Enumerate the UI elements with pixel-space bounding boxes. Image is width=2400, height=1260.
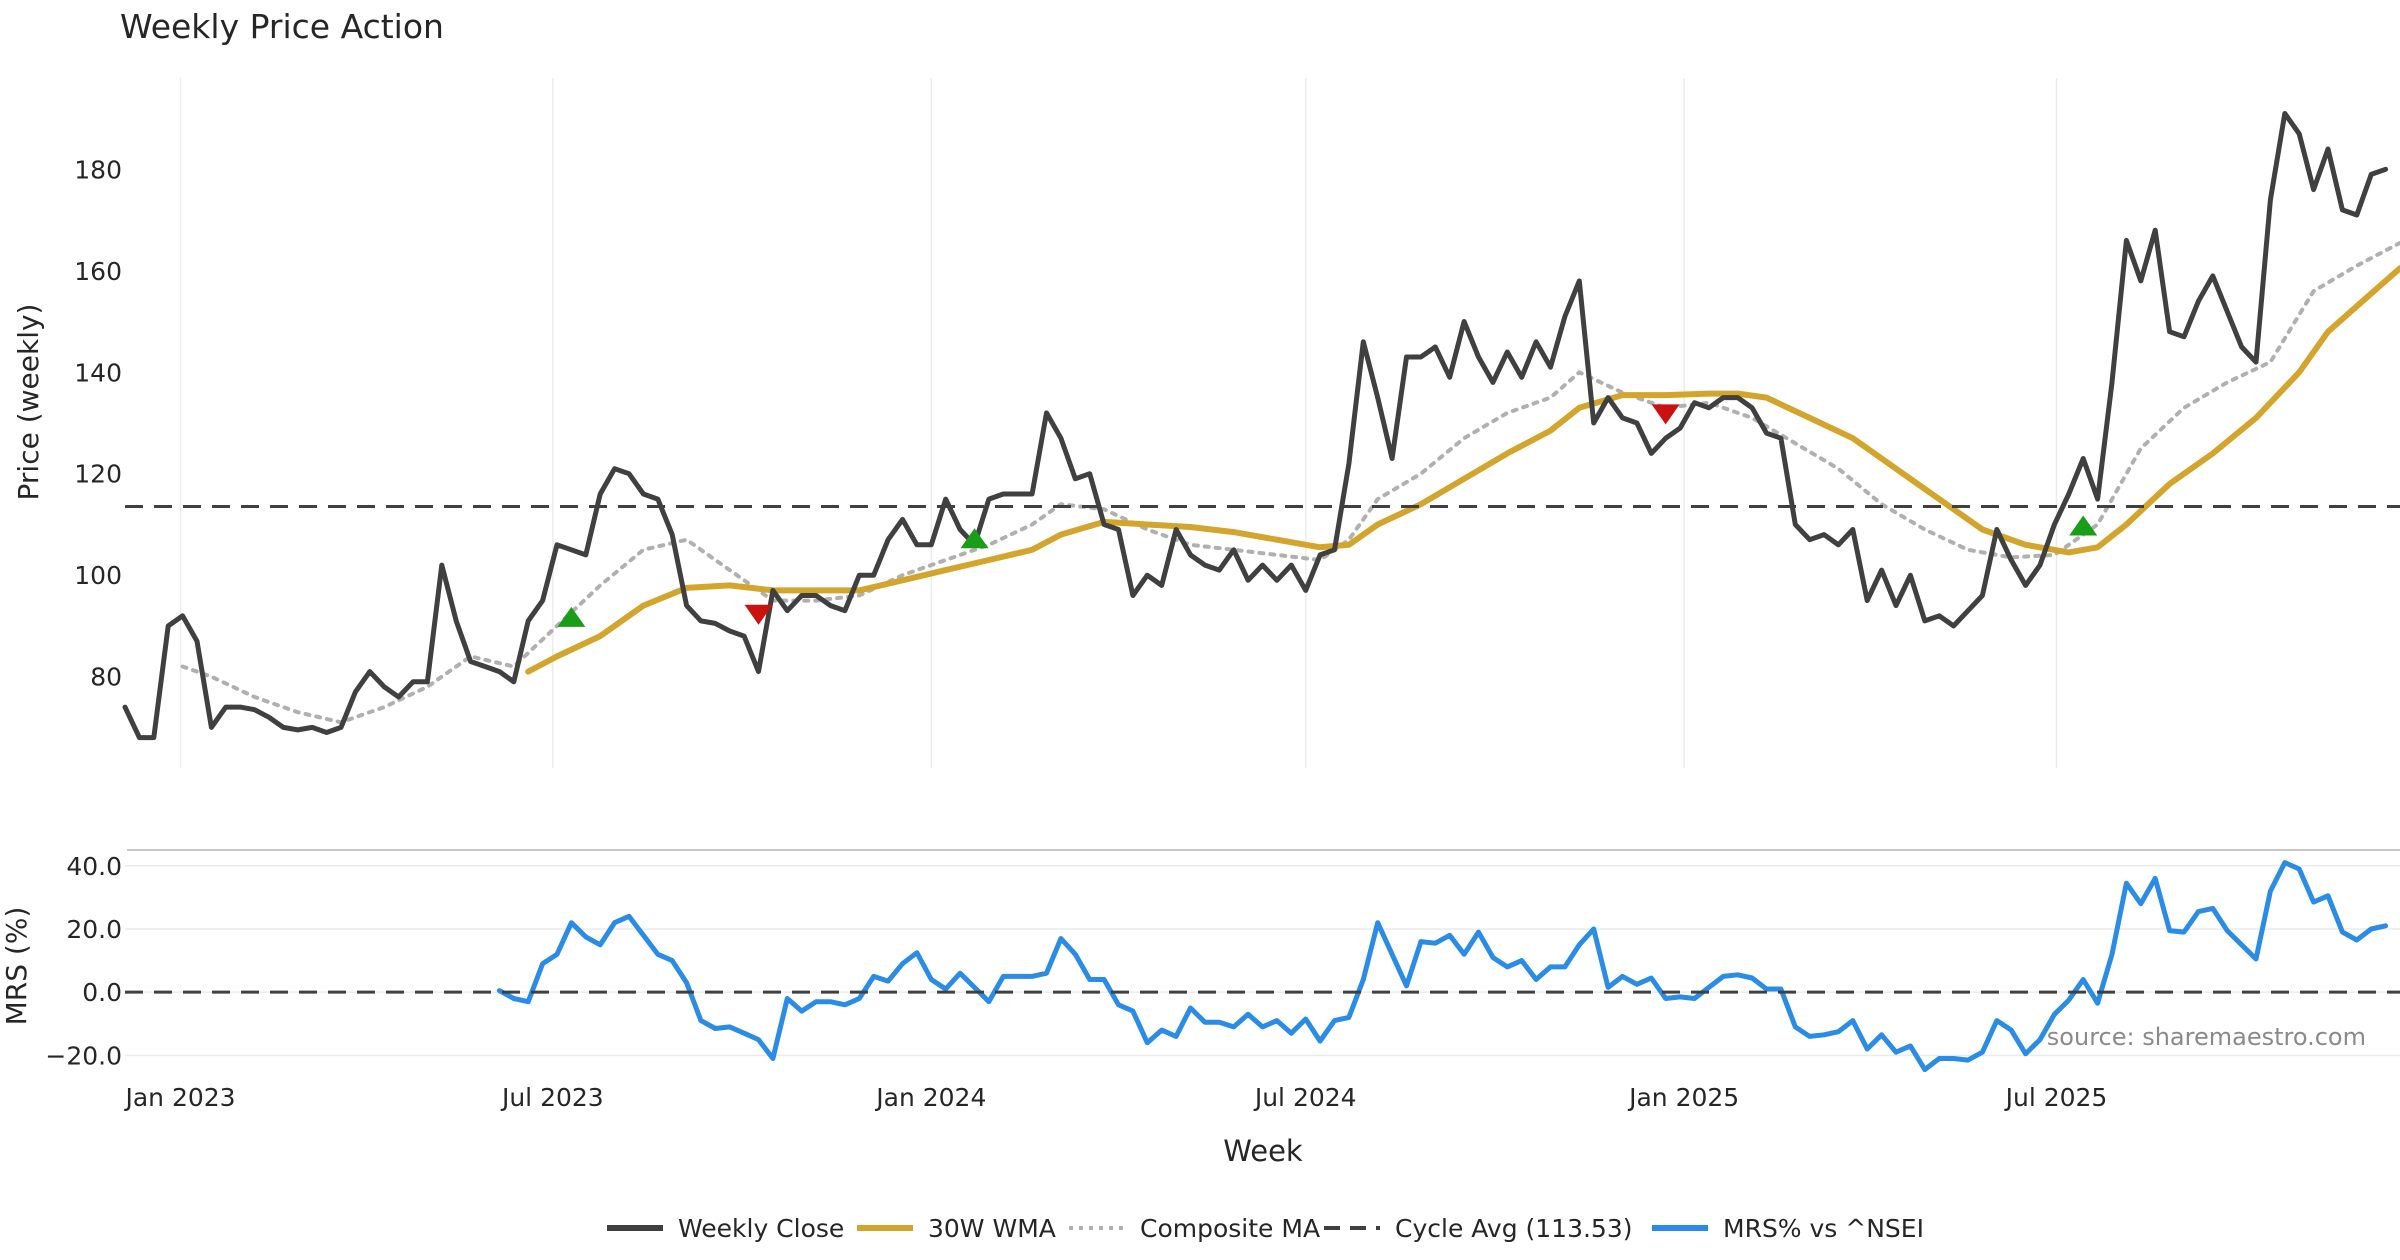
mrs-y-tick-3: −20.0 <box>45 1041 122 1070</box>
price-y-tick-160: 160 <box>74 257 122 286</box>
price-y-tick-180: 180 <box>74 155 122 184</box>
signal-up-0 <box>557 606 586 627</box>
legend-label-3: Cycle Avg (113.53) <box>1395 1214 1633 1243</box>
signal-markers <box>557 404 2098 627</box>
price-y-tick-100: 100 <box>74 561 122 590</box>
x-axis: Jan 2023 Jul 2023 Jan 2024 Jul 2024 Jan 2025… <box>123 1083 2107 1112</box>
signal-up-4 <box>2069 515 2098 536</box>
legend: Weekly Close 30W WMA Composite MA Cycle Avg… <box>607 1214 1924 1243</box>
price-y-axis-label: Price (weekly) <box>12 304 45 501</box>
legend-label-1: 30W WMA <box>928 1214 1056 1243</box>
source-annotation: source: sharemaestro.com <box>2047 1023 2366 1051</box>
x-tick-0: Jan 2023 <box>123 1083 235 1112</box>
x-tick-2: Jan 2024 <box>874 1083 986 1112</box>
x-axis-label: Week <box>1223 1134 1303 1168</box>
legend-label-2: Composite MA <box>1140 1214 1320 1243</box>
price-y-tick-80: 80 <box>90 663 122 692</box>
series-mrs-vs-nsei <box>496 860 2389 1073</box>
mrs-y-tick-2: 0.0 <box>82 978 122 1007</box>
price-y-axis: 80 100 120 140 160 180 <box>74 155 122 691</box>
x-tick-5: Jul 2025 <box>2004 1083 2108 1112</box>
signal-up-2 <box>960 528 989 549</box>
price-y-tick-120: 120 <box>74 460 122 489</box>
price-series <box>122 111 2400 741</box>
signal-down-1 <box>744 604 773 625</box>
legend-label-0: Weekly Close <box>678 1214 844 1243</box>
mrs-y-tick-1: 20.0 <box>66 915 122 944</box>
series-30w-wma <box>525 265 2400 675</box>
series-composite-ma <box>180 240 2400 725</box>
mrs-y-axis-label: MRS (%) <box>0 907 33 1026</box>
mrs-series <box>125 860 2400 1073</box>
x-tick-1: Jul 2023 <box>500 1083 604 1112</box>
legend-label-4: MRS% vs ^NSEI <box>1723 1214 1924 1243</box>
chart-title: Weekly Price Action <box>120 7 444 46</box>
x-tick-4: Jan 2025 <box>1627 1083 1739 1112</box>
price-y-tick-140: 140 <box>74 358 122 387</box>
signal-down-3 <box>1651 404 1680 425</box>
series-weekly-close <box>122 111 2389 741</box>
mrs-y-tick-0: 40.0 <box>66 852 122 881</box>
x-tick-3: Jul 2024 <box>1253 1083 1357 1112</box>
mrs-y-axis: 40.0 20.0 0.0 −20.0 <box>45 852 122 1071</box>
